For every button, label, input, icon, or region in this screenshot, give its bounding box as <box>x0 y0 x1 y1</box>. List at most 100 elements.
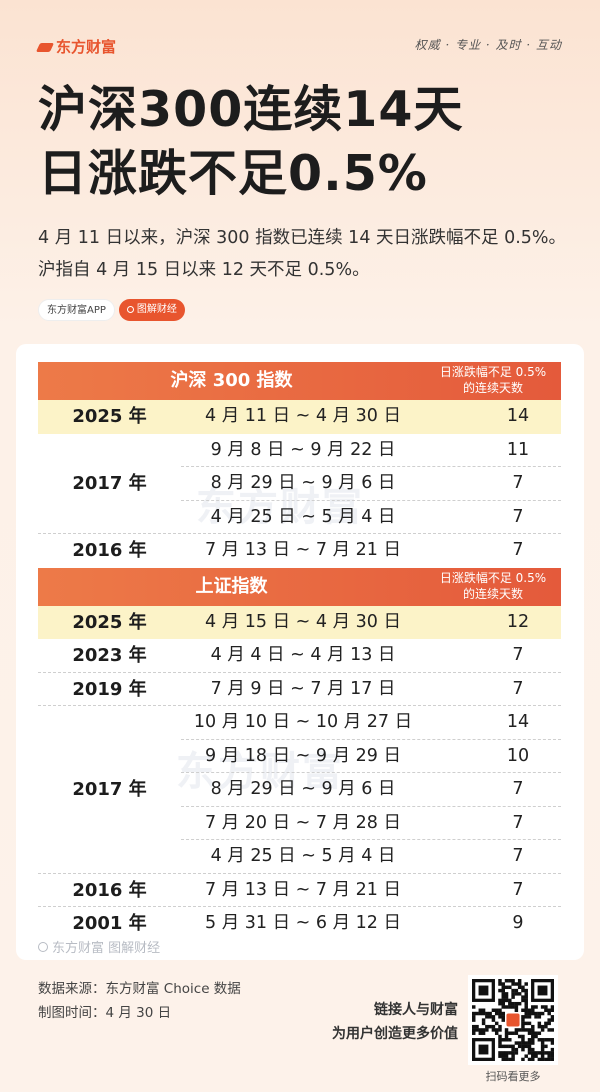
table-row: 9 月 8 日 ~ 9 月 22 日 11 <box>38 434 561 468</box>
year-label: 2017 年 <box>72 472 147 494</box>
chart-date: 制图时间：4 月 30 日 <box>38 1005 172 1021</box>
table-row: 4 月 4 日 ~ 4 月 13 日 7 <box>38 639 561 673</box>
year-group: 7 月 13 日 ~ 7 月 21 日 7 2016 年 <box>38 874 561 908</box>
date-range: 10 月 10 日 ~ 10 月 27 日 <box>193 712 413 732</box>
date-range: 7 月 13 日 ~ 7 月 21 日 <box>205 879 401 900</box>
brand-name: 东方财富 <box>56 38 117 56</box>
year-label: 2025 年 <box>72 406 147 427</box>
tag-topic[interactable]: 图解财经 <box>118 299 185 321</box>
table-row: 7 月 13 日 ~ 7 月 21 日 7 <box>38 874 561 908</box>
consecutive-days: 7 <box>512 473 524 493</box>
column-header: 日涨跌幅不足 0.5% 的连续天数 <box>425 570 561 602</box>
consecutive-days: 14 <box>506 712 530 732</box>
consecutive-days: 7 <box>512 506 524 527</box>
consecutive-days: 10 <box>506 745 530 766</box>
date-range: 8 月 29 日 ~ 9 月 6 日 <box>210 779 396 799</box>
year-label: 2017 年 <box>72 779 147 800</box>
table-row: 4 月 25 日 ~ 5 月 4 日 7 <box>38 840 561 874</box>
year-label: 2019 年 <box>72 678 147 700</box>
table-row: 7 月 20 日 ~ 7 月 28 日 7 <box>38 807 561 841</box>
motto-line-2: 为用户创造更多价值 <box>332 1026 458 1042</box>
qr-code-icon <box>472 979 554 1061</box>
consecutive-days: 7 <box>512 846 524 866</box>
data-card: 东方财富 东方财富 沪深 300 指数 日涨跌幅不足 0.5% 的连续天数 4 月 1… <box>16 344 584 960</box>
date-range: 4 月 4 日 ~ 4 月 13 日 <box>210 645 396 665</box>
card-footer-label: 东方财富 图解财经 <box>52 941 161 956</box>
consecutive-days: 7 <box>512 779 524 799</box>
intro-text: 4 月 11 日以来，沪深 300 指数已连续 14 天日涨跌幅不足 0.5%。… <box>38 228 567 280</box>
consecutive-days: 7 <box>512 812 524 833</box>
date-range: 4 月 25 日 ~ 5 月 4 日 <box>210 846 396 866</box>
consecutive-days: 7 <box>512 879 524 900</box>
column-header-line-1: 日涨跌幅不足 0.5% <box>439 570 547 585</box>
motto-block: 链接人与财富 为用户创造更多价值 <box>332 998 458 1046</box>
brand-mark-icon <box>38 40 52 54</box>
consecutive-days: 7 <box>512 540 524 560</box>
date-range: 7 月 13 日 ~ 7 月 21 日 <box>205 540 401 560</box>
year-group: 10 月 10 日 ~ 10 月 27 日 14 9 月 18 日 ~ 9 月 29… <box>38 706 561 874</box>
year-label: 2016 年 <box>72 540 147 561</box>
consecutive-days: 12 <box>506 611 530 632</box>
date-range: 4 月 15 日 ~ 4 月 30 日 <box>205 611 401 632</box>
column-header: 日涨跌幅不足 0.5% 的连续天数 <box>425 364 561 396</box>
watermark: 东方财富 <box>196 484 364 530</box>
date-range: 8 月 29 日 ~ 9 月 6 日 <box>210 473 396 493</box>
headline-line-1: 沪深300连续14天 <box>38 81 464 138</box>
slogan: 权威 · 专业 · 及时 · 互动 <box>414 38 562 52</box>
table-header: 沪深 300 指数 日涨跌幅不足 0.5% 的连续天数 <box>38 362 561 400</box>
brand-watermark-icon <box>38 941 48 952</box>
brand-logo: 东方财富 <box>38 36 116 57</box>
consecutive-days: 9 <box>512 913 524 933</box>
card-footer: 东方财富 图解财经 <box>38 937 160 956</box>
year-group: 4 月 11 日 ~ 4 月 30 日 14 2025 年 <box>38 400 561 434</box>
tag-list: 东方财富APP 图解财经 <box>38 299 185 321</box>
source-block: 数据来源：东方财富 Choice 数据 制图时间：4 月 30 日 <box>38 977 241 1025</box>
year-label: 2001 年 <box>72 913 147 934</box>
qr-code[interactable] <box>468 975 558 1065</box>
year-group: 7 月 9 日 ~ 7 月 17 日 7 2019 年 <box>38 673 561 707</box>
column-header-line-2: 的连续天数 <box>462 586 523 601</box>
table-header: 上证指数 日涨跌幅不足 0.5% 的连续天数 <box>38 567 561 606</box>
table-row: 7 月 9 日 ~ 7 月 17 日 7 <box>38 673 561 707</box>
table-row: 4 月 15 日 ~ 4 月 30 日 12 <box>38 605 561 639</box>
date-range: 7 月 9 日 ~ 7 月 17 日 <box>210 678 396 699</box>
year-group: 7 月 13 日 ~ 7 月 21 日 7 2016 年 <box>38 534 561 568</box>
year-label: 2023 年 <box>72 645 147 666</box>
column-header-line-2: 的连续天数 <box>462 381 523 395</box>
consecutive-days: 11 <box>506 439 530 460</box>
consecutive-days: 7 <box>512 645 524 665</box>
column-header-line-1: 日涨跌幅不足 0.5% <box>439 365 547 379</box>
table-row: 8 月 29 日 ~ 9 月 6 日 7 <box>38 467 561 501</box>
table-row: 10 月 10 日 ~ 10 月 27 日 14 <box>38 706 561 740</box>
table-title: 沪深 300 指数 <box>170 370 293 391</box>
date-range: 7 月 20 日 ~ 7 月 28 日 <box>205 812 401 833</box>
qr-caption: 扫码看更多 <box>485 1070 541 1083</box>
tag-topic-label: 图解财经 <box>136 304 177 315</box>
date-range: 9 月 18 日 ~ 9 月 29 日 <box>205 745 401 766</box>
date-range: 4 月 25 日 ~ 5 月 4 日 <box>210 506 396 527</box>
headline: 沪深300连续14天 日涨跌不足0.5% <box>38 78 463 206</box>
table-row: 8 月 29 日 ~ 9 月 6 日 7 <box>38 773 561 807</box>
consecutive-days: 7 <box>512 678 524 699</box>
table-row: 9 月 18 日 ~ 9 月 29 日 10 <box>38 740 561 774</box>
year-group: 4 月 4 日 ~ 4 月 13 日 7 2023 年 <box>38 639 561 673</box>
date-range: 9 月 8 日 ~ 9 月 22 日 <box>210 439 396 460</box>
year-group: 4 月 15 日 ~ 4 月 30 日 12 2025 年 <box>38 605 561 639</box>
year-label: 2016 年 <box>72 879 147 901</box>
date-range: 5 月 31 日 ~ 6 月 12 日 <box>205 913 401 933</box>
table-title: 上证指数 <box>195 575 268 597</box>
tables-container: 沪深 300 指数 日涨跌幅不足 0.5% 的连续天数 4 月 11 日 ~ 4 月 … <box>38 362 561 941</box>
table-row: 5 月 31 日 ~ 6 月 12 日 9 <box>38 907 561 941</box>
data-source: 数据来源：东方财富 Choice 数据 <box>38 981 241 997</box>
table-row: 7 月 13 日 ~ 7 月 21 日 7 <box>38 534 561 568</box>
table-row: 4 月 25 日 ~ 5 月 4 日 7 <box>38 501 561 535</box>
table-row: 4 月 11 日 ~ 4 月 30 日 14 <box>38 400 561 434</box>
consecutive-days: 14 <box>506 406 530 426</box>
year-group: 5 月 31 日 ~ 6 月 12 日 9 2001 年 <box>38 907 561 941</box>
motto-line-1: 链接人与财富 <box>374 1002 458 1018</box>
year-label: 2025 年 <box>72 611 147 633</box>
date-range: 4 月 11 日 ~ 4 月 30 日 <box>205 406 401 426</box>
search-icon <box>126 306 134 313</box>
tag-app[interactable]: 东方财富APP <box>38 299 115 321</box>
